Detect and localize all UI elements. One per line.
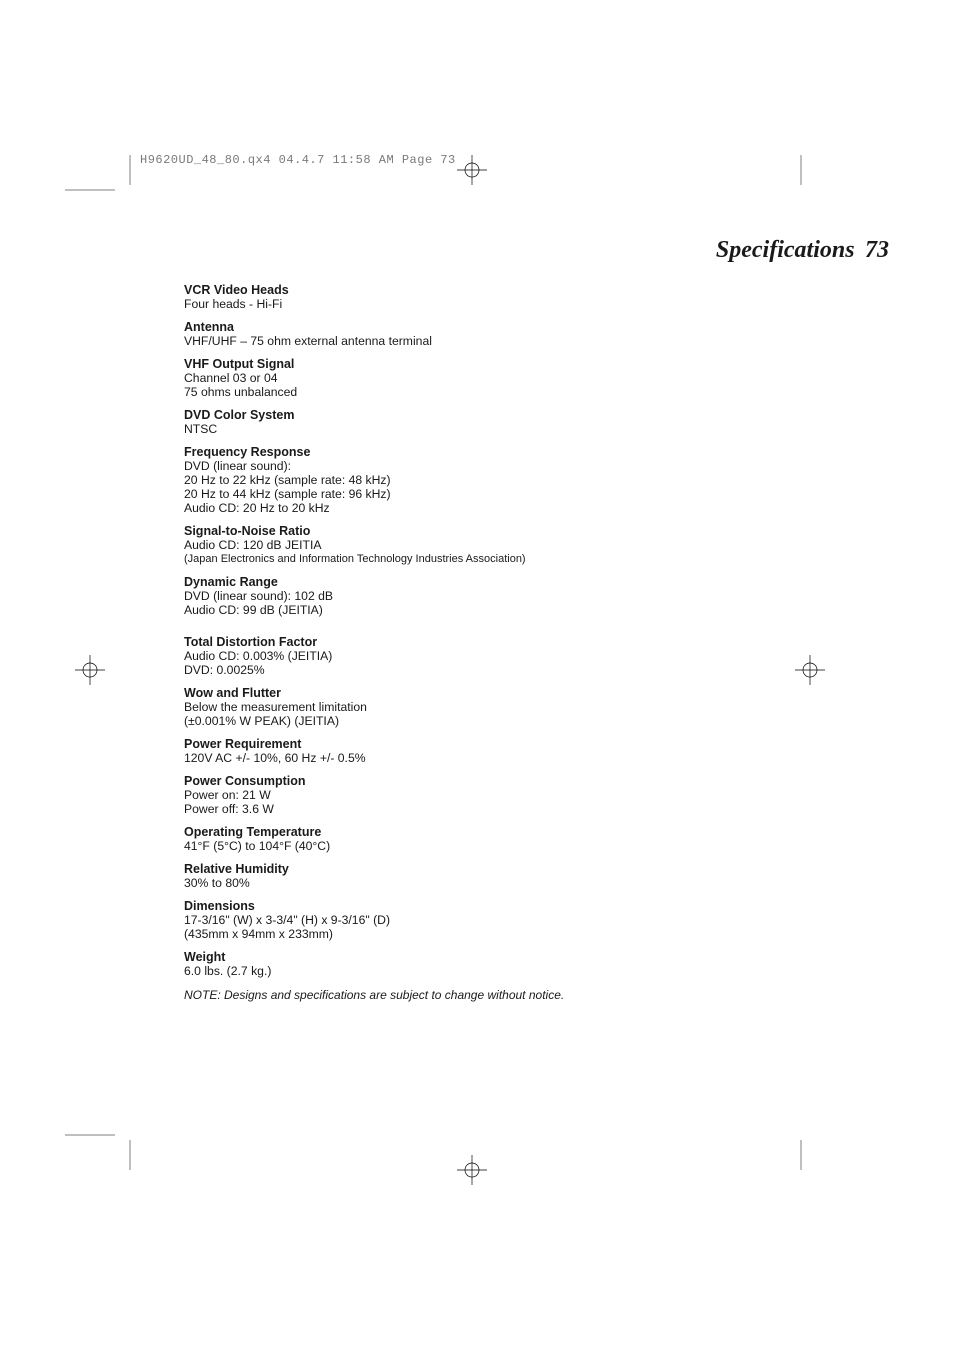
spec-value: 20 Hz to 22 kHz (sample rate: 48 kHz) <box>184 473 784 487</box>
spec-block: VHF Output SignalChannel 03 or 0475 ohms… <box>184 357 784 399</box>
spec-value: VHF/UHF – 75 ohm external antenna termin… <box>184 334 784 348</box>
divider-dots: ••••••••••••••••••••••••••••••••••••••••… <box>134 267 889 273</box>
spec-label: Frequency Response <box>184 445 784 459</box>
spec-value: Audio CD: 20 Hz to 20 kHz <box>184 501 784 515</box>
spec-block: Total Distortion FactorAudio CD: 0.003% … <box>184 635 784 677</box>
spec-value: DVD (linear sound): 102 dB <box>184 589 784 603</box>
spec-block: Operating Temperature41°F (5°C) to 104°F… <box>184 825 784 853</box>
spec-value: Four heads - Hi-Fi <box>184 297 784 311</box>
spec-label: VHF Output Signal <box>184 357 784 371</box>
spec-value: 20 Hz to 44 kHz (sample rate: 96 kHz) <box>184 487 784 501</box>
reg-mark-right <box>795 655 825 685</box>
spec-label: Relative Humidity <box>184 862 784 876</box>
spec-value: 75 ohms unbalanced <box>184 385 784 399</box>
spec-value: Power on: 21 W <box>184 788 784 802</box>
crop-mark-top-right <box>796 155 866 195</box>
spec-note: NOTE: Designs and specifications are sub… <box>184 988 784 1002</box>
crop-mark-bottom-left <box>65 1130 135 1170</box>
spec-value: 41°F (5°C) to 104°F (40°C) <box>184 839 784 853</box>
spec-label: Operating Temperature <box>184 825 784 839</box>
crop-mark-bottom-right <box>796 1130 866 1170</box>
spec-label: DVD Color System <box>184 408 784 422</box>
spec-block: VCR Video HeadsFour heads - Hi-Fi <box>184 283 784 311</box>
spec-label: Total Distortion Factor <box>184 635 784 649</box>
spec-label: Dimensions <box>184 899 784 913</box>
spec-block: Wow and FlutterBelow the measurement lim… <box>184 686 784 728</box>
reg-mark-bottom <box>457 1155 487 1185</box>
spec-label: VCR Video Heads <box>184 283 784 297</box>
spec-value: DVD: 0.0025% <box>184 663 784 677</box>
spec-block: Dimensions17-3/16" (W) x 3-3/4" (H) x 9-… <box>184 899 784 941</box>
spec-block: Relative Humidity30% to 80% <box>184 862 784 890</box>
reg-mark-left <box>75 655 105 685</box>
spec-value: (435mm x 94mm x 233mm) <box>184 927 784 941</box>
spec-content: VCR Video HeadsFour heads - Hi-Fi Antenna… <box>184 283 784 1002</box>
spec-label: Signal-to-Noise Ratio <box>184 524 784 538</box>
spec-block: Signal-to-Noise RatioAudio CD: 120 dB JE… <box>184 524 784 566</box>
spec-value: Audio CD: 120 dB JEITIA <box>184 538 784 552</box>
page-heading: Specifications 73 <box>716 237 889 264</box>
spec-block: DVD Color SystemNTSC <box>184 408 784 436</box>
spec-value: Power off: 3.6 W <box>184 802 784 816</box>
spec-value: NTSC <box>184 422 784 436</box>
reg-mark-top <box>457 155 487 185</box>
spec-label: Wow and Flutter <box>184 686 784 700</box>
spec-value: 30% to 80% <box>184 876 784 890</box>
spec-value: Channel 03 or 04 <box>184 371 784 385</box>
spec-label: Power Consumption <box>184 774 784 788</box>
spec-label: Power Requirement <box>184 737 784 751</box>
spec-block: Power Requirement120V AC +/- 10%, 60 Hz … <box>184 737 784 765</box>
crop-mark-top-left <box>65 155 135 195</box>
page-title: Specifications <box>716 237 855 263</box>
spec-label: Weight <box>184 950 784 964</box>
spec-value: (±0.001% W PEAK) (JEITIA) <box>184 714 784 728</box>
spec-label: Dynamic Range <box>184 575 784 589</box>
spec-block: Power ConsumptionPower on: 21 WPower off… <box>184 774 784 816</box>
page-number: 73 <box>865 237 889 263</box>
spec-block: Dynamic RangeDVD (linear sound): 102 dBA… <box>184 575 784 617</box>
spec-value: 17-3/16" (W) x 3-3/4" (H) x 9-3/16" (D) <box>184 913 784 927</box>
spec-value: 120V AC +/- 10%, 60 Hz +/- 0.5% <box>184 751 784 765</box>
spec-subvalue: (Japan Electronics and Information Techn… <box>184 552 784 566</box>
spec-value: Audio CD: 99 dB (JEITIA) <box>184 603 784 617</box>
spec-value: Below the measurement limitation <box>184 700 784 714</box>
print-header-line: H9620UD_48_80.qx4 04.4.7 11:58 AM Page 7… <box>140 153 456 167</box>
spec-value: 6.0 lbs. (2.7 kg.) <box>184 964 784 978</box>
spec-label: Antenna <box>184 320 784 334</box>
spec-value: DVD (linear sound): <box>184 459 784 473</box>
spec-block: Frequency ResponseDVD (linear sound):20 … <box>184 445 784 515</box>
spec-block: AntennaVHF/UHF – 75 ohm external antenna… <box>184 320 784 348</box>
spec-value: Audio CD: 0.003% (JEITIA) <box>184 649 784 663</box>
spec-block: Weight6.0 lbs. (2.7 kg.) <box>184 950 784 978</box>
